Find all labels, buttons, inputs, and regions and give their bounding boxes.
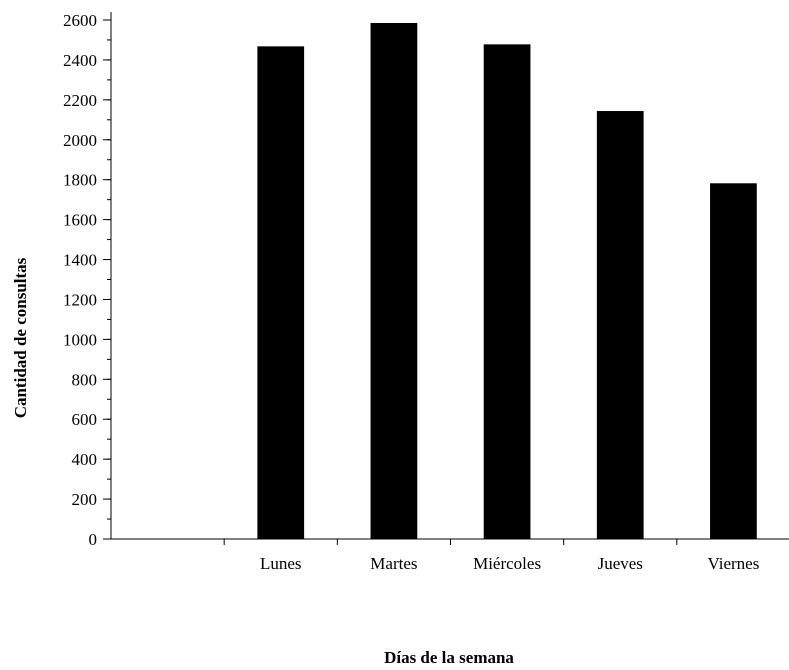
y-axis-title: Cantidad de consultas [11,257,30,418]
y-tick-label: 600 [72,410,98,429]
bar-miércoles [483,44,531,539]
bar-martes [370,22,418,540]
bar-jueves [596,111,644,540]
bar-viernes [710,183,757,539]
y-tick-label: 800 [72,370,98,389]
y-tick-label: 400 [72,450,98,469]
bar-lunes [257,46,305,539]
x-axis: Lunes Martes Miércoles Jueves Viernes [111,538,789,573]
x-tick-label: Lunes [260,554,302,573]
y-tick-label: 0 [89,530,98,549]
y-tick-label: 200 [72,490,98,509]
y-tick-label: 1200 [63,290,97,309]
bars [257,22,757,540]
x-tick-label: Jueves [598,554,643,573]
x-axis-title: Días de la semana [384,648,514,667]
y-tick-label: 2600 [63,11,97,30]
x-tick-label: Viernes [707,554,759,573]
y-tick-label: 1000 [63,330,97,349]
x-tick-label: Miércoles [473,554,541,573]
y-tick-label: 1600 [63,211,97,230]
y-axis: 0 200 400 600 800 1000 1200 1400 1600 1800 2000 220… [63,11,112,549]
y-tick-label: 2000 [63,131,97,150]
y-tick-label: 2200 [63,91,97,110]
y-tick-label: 2400 [63,51,97,70]
y-tick-label: 1800 [63,171,97,190]
x-tick-label: Martes [370,554,417,573]
y-tick-label: 1400 [63,251,97,270]
